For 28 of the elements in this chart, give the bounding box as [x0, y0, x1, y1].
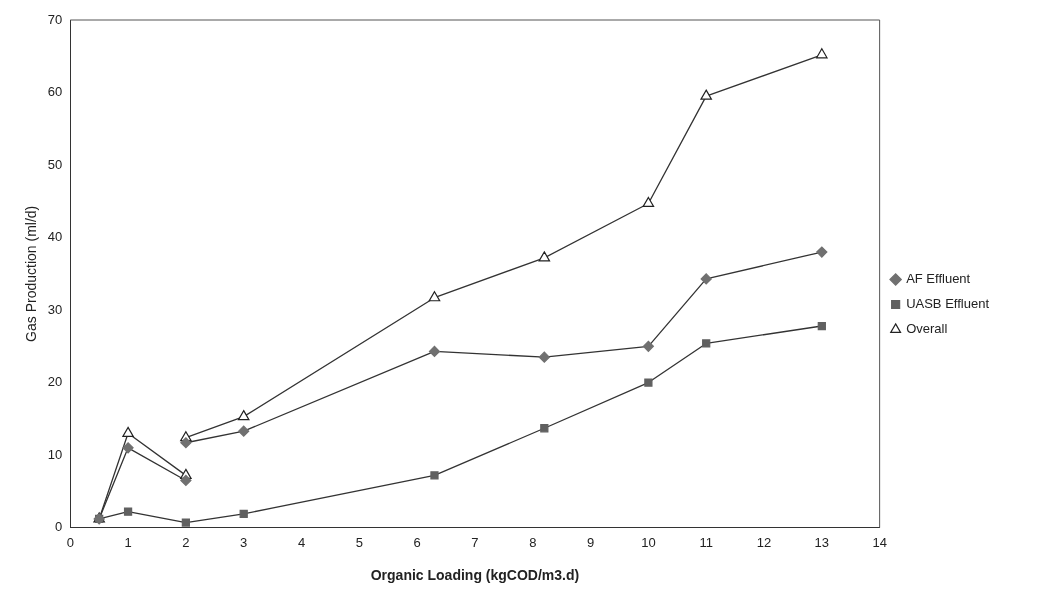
x-tick-label: 4: [297, 534, 306, 550]
x-tick-label: 9: [586, 534, 595, 550]
x-tick-label: 5: [355, 534, 363, 550]
x-tick-label: 8: [529, 534, 537, 550]
y-tick-label: 40: [47, 229, 63, 245]
x-tick-label: 2: [182, 534, 190, 550]
x-tick-label: 12: [756, 534, 772, 550]
x-tick-label: 11: [699, 534, 713, 550]
x-tick-label: 1: [124, 534, 132, 550]
x-tick-label: 3: [240, 534, 248, 550]
x-tick-label: 10: [641, 534, 656, 550]
x-tick-label: 0: [66, 534, 74, 550]
x-axis-title: Organic Loading (kgCOD/m3.d): [370, 567, 580, 584]
y-tick-label: 20: [47, 374, 63, 390]
x-tick-label: 14: [872, 534, 887, 550]
y-tick-label: 10: [47, 446, 63, 462]
y-tick-label: 60: [47, 84, 63, 100]
x-tick-label: 6: [413, 534, 421, 550]
y-axis-title: Gas Production (ml/d): [23, 205, 40, 342]
legend-label: AF Effluent: [906, 271, 971, 287]
y-tick-label: 0: [55, 519, 63, 535]
x-tick-label: 7: [471, 534, 479, 550]
legend-label: Overall: [906, 321, 948, 337]
legend-label: UASB Effluent: [906, 296, 990, 312]
y-tick-label: 50: [47, 156, 63, 172]
x-tick-label: 13: [814, 534, 830, 550]
y-tick-label: 30: [47, 301, 63, 317]
y-tick-label: 70: [47, 11, 63, 27]
